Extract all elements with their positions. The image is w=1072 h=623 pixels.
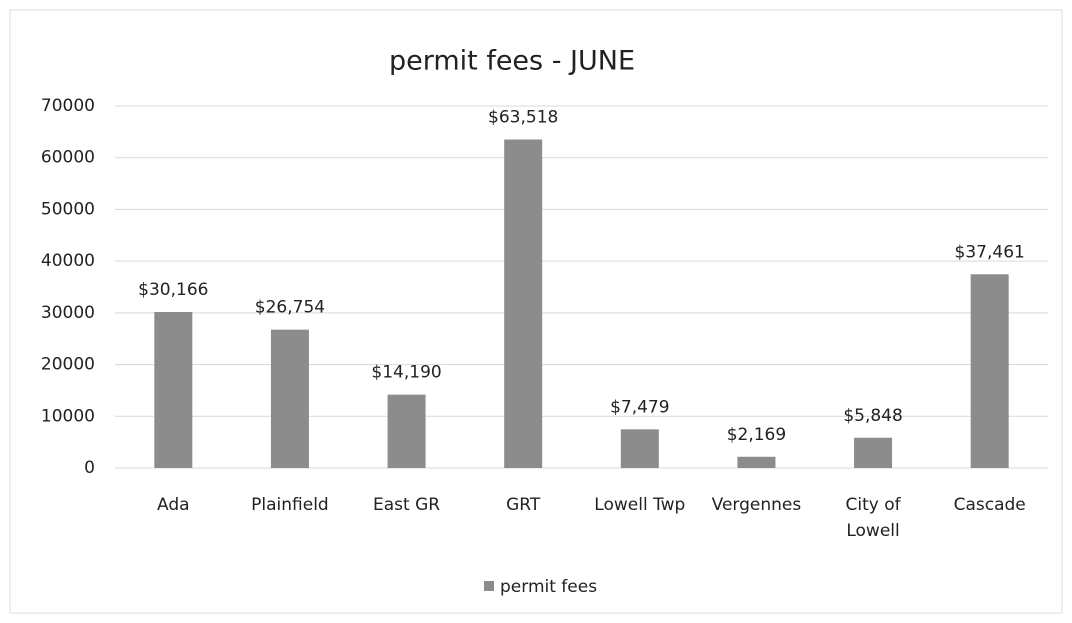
x-tick-label: Plainfield xyxy=(251,495,329,515)
bar xyxy=(387,394,426,468)
x-tick-label: Ada xyxy=(157,495,190,515)
y-tick-label: 20000 xyxy=(41,355,95,375)
data-label: $2,169 xyxy=(727,425,786,445)
y-tick-label: 60000 xyxy=(41,148,95,168)
x-tick-label: Lowell Twp xyxy=(594,495,686,515)
bar xyxy=(620,429,659,468)
y-tick-label: 10000 xyxy=(41,406,95,426)
data-label: $26,754 xyxy=(255,298,325,318)
data-label: $5,848 xyxy=(843,406,902,426)
data-label: $7,479 xyxy=(610,397,669,417)
x-tick-label: Vergennes xyxy=(711,495,802,515)
data-label: $14,190 xyxy=(371,363,441,383)
bar xyxy=(737,456,776,468)
legend-swatch xyxy=(484,581,494,591)
chart-title: permit fees - JUNE xyxy=(389,46,635,77)
data-label: $63,518 xyxy=(488,108,558,128)
bar xyxy=(854,437,893,468)
bar xyxy=(970,274,1009,468)
x-tick-label: GRT xyxy=(506,495,541,515)
y-tick-label: 50000 xyxy=(41,199,95,219)
x-tick-label: East GR xyxy=(373,495,441,515)
x-tick-label: Cascade xyxy=(953,495,1026,515)
x-tick-label: City of Lowell xyxy=(845,495,901,541)
y-tick-label: 0 xyxy=(84,458,95,478)
y-tick-label: 70000 xyxy=(41,96,95,116)
y-tick-label: 40000 xyxy=(41,251,95,271)
y-tick-label: 30000 xyxy=(41,303,95,323)
data-label: $37,461 xyxy=(955,242,1025,262)
bar xyxy=(154,311,193,468)
bar xyxy=(504,139,543,469)
data-label: $30,166 xyxy=(138,280,208,300)
bar xyxy=(270,329,309,468)
legend-label: permit fees xyxy=(500,577,597,597)
